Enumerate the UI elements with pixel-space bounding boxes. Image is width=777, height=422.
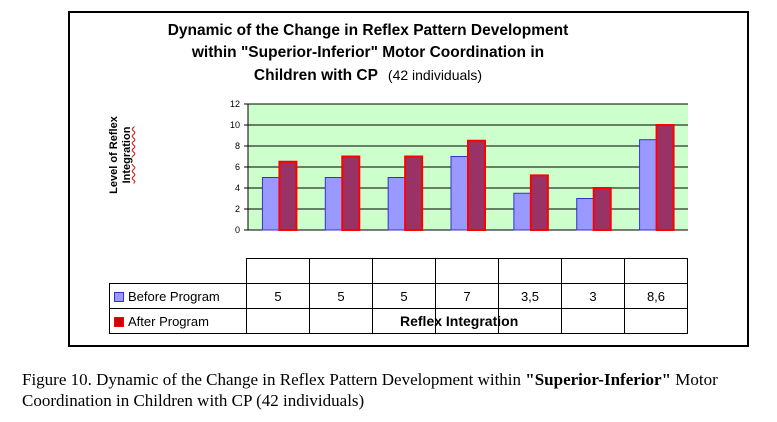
- table-row-before: Before Program 5 5 5 7 3,5 3 8,6: [109, 283, 688, 309]
- data-label: 5: [309, 283, 373, 309]
- data-label: 3,5: [498, 283, 562, 309]
- caption-bold: "Superior-Inferior": [525, 370, 672, 389]
- title-line-3: Children with CP: [253, 67, 378, 84]
- data-label: 8,6: [624, 283, 688, 309]
- bar-after-program: [592, 187, 612, 231]
- y-tick-label: 0: [235, 225, 240, 235]
- table-row-after: After Program: [109, 308, 688, 334]
- caption-text-2: Motor Coordination in Children with CP (…: [22, 370, 718, 410]
- x-axis-label: Reflex Integration: [400, 313, 519, 329]
- data-label: [435, 308, 499, 334]
- bar-after-program: [529, 174, 549, 231]
- title-line-1: Dynamic of the Change in Reflex Pattern …: [167, 22, 569, 39]
- bar-before-program: [261, 177, 280, 231]
- title-line-3-row: Children with CP (42 individuals): [254, 67, 482, 84]
- data-label: 3: [561, 283, 625, 309]
- y-tick-label: 2: [235, 204, 240, 214]
- category-cell: [435, 258, 499, 284]
- bar-before-program: [324, 177, 343, 231]
- bar-after-program: [404, 155, 424, 231]
- bar-after-program: [467, 139, 486, 231]
- legend-label-before: Before Program: [128, 288, 220, 304]
- table-corner: [110, 259, 247, 284]
- bar-after-program: [341, 155, 361, 231]
- caption-text-1: Figure 10. Dynamic of the Change in Refl…: [22, 370, 526, 389]
- bar-before-program: [513, 192, 532, 231]
- chart-title: Dynamic of the Change in Reflex Pattern …: [68, 20, 668, 87]
- data-label: [498, 308, 562, 334]
- legend-after: After Program: [109, 308, 247, 334]
- y-tick-label: 6: [235, 162, 240, 172]
- data-label: [561, 308, 625, 334]
- legend-label-after: After Program: [128, 313, 209, 329]
- table-row-categories: [110, 258, 688, 284]
- legend-before: Before Program: [109, 283, 247, 309]
- y-tick-label: 8: [235, 141, 240, 151]
- bar-before-program: [576, 198, 595, 231]
- y-tick-label: 12: [230, 99, 240, 109]
- bar-before-program: [639, 139, 658, 231]
- bar-after-program: [278, 160, 298, 231]
- data-label: [372, 308, 436, 334]
- category-cell: [372, 258, 436, 284]
- category-cell: [309, 258, 373, 284]
- category-cell: [246, 258, 310, 284]
- data-label: 5: [246, 283, 310, 309]
- legend-swatch-after: [114, 317, 124, 328]
- figure-caption: Figure 10. Dynamic of the Change in Refl…: [22, 369, 762, 411]
- bar-after-program: [655, 124, 675, 231]
- legend-swatch-before: [114, 292, 124, 303]
- bar-before-program: [387, 177, 406, 231]
- data-label: [309, 308, 373, 334]
- data-table: Before Program 5 5 5 7 3,5 3 8,6 After P…: [109, 258, 688, 334]
- category-cell: [498, 258, 562, 284]
- chart-subtitle: (42 individuals): [387, 67, 483, 83]
- data-label: 5: [372, 283, 436, 309]
- y-tick-label: 10: [230, 120, 240, 130]
- data-label: [246, 308, 310, 334]
- y-tick-label: 4: [235, 183, 240, 193]
- data-label: 7: [435, 283, 499, 309]
- category-cell: [624, 258, 688, 284]
- bar-before-program: [450, 156, 469, 231]
- data-label: [624, 308, 688, 334]
- category-cell: [561, 258, 625, 284]
- title-line-2: within "Superior-Inferior" Motor Coordin…: [191, 44, 545, 61]
